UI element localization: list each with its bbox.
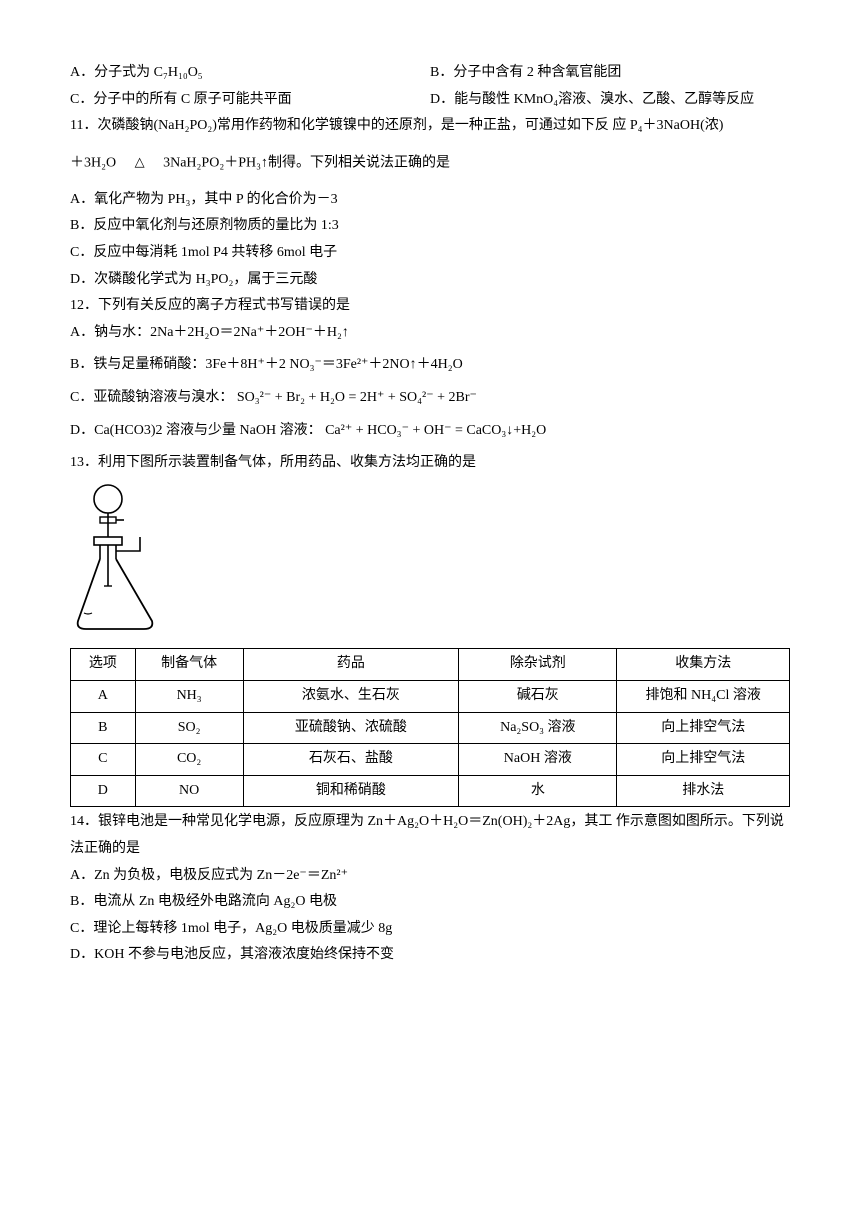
- q14-opt-a: A．Zn 为负极，电极反应式为 Zn－2e⁻＝Zn²⁺: [70, 863, 790, 890]
- q11-opt-a: A．氧化产物为 PH₃，其中 P 的化合价为－3: [70, 187, 790, 214]
- q13-table: 选项 制备气体 药品 除杂试剂 收集方法 A NH₃ 浓氨水、生石灰 碱石灰 排…: [70, 648, 790, 807]
- table-row: D NO 铜和稀硝酸 水 排水法: [71, 775, 790, 807]
- table-header-row: 选项 制备气体 药品 除杂试剂 收集方法: [71, 649, 790, 681]
- q11-stem-line2: ＋3H₂O △ 3NaH₂PO₂＋PH₃↑制得。下列相关说法正确的是: [70, 150, 790, 177]
- q10-options: A．分子式为 C₇H₁₀O₅ B．分子中含有 2 种含氧官能团 C．分子中的所有…: [70, 60, 790, 113]
- cell: NH₃: [135, 681, 243, 713]
- cell: 碱石灰: [459, 681, 617, 713]
- q11-opt-b: B．反应中氧化剂与还原剂物质的量比为 1:3: [70, 213, 790, 240]
- cell: 亚硫酸钠、浓硫酸: [243, 712, 459, 744]
- q12-opt-b: B．铁与足量稀硝酸：3Fe＋8H⁺＋2 NO₃⁻＝3Fe²⁺＋2NO↑＋4H₂O: [70, 352, 790, 379]
- q12-b-eq: NO₃⁻＝3Fe²⁺＋2NO↑＋4H₂O: [289, 357, 462, 372]
- q11-opt-d: D．次磷酸化学式为 H₃PO₂，属于三元酸: [70, 267, 790, 294]
- table-row: A NH₃ 浓氨水、生石灰 碱石灰 排饱和 NH₄Cl 溶液: [71, 681, 790, 713]
- q12-d-eq: Ca²⁺ + HCO₃⁻ + OH⁻ = CaCO₃↓+H₂O: [325, 423, 546, 438]
- cell: NO: [135, 775, 243, 807]
- cell: Na₂SO₃ 溶液: [459, 712, 617, 744]
- cell: 铜和稀硝酸: [243, 775, 459, 807]
- q12-c-eq: SO₃²⁻ + Br₂ + H₂O = 2H⁺ + SO₄²⁻ + 2Br⁻: [237, 390, 477, 405]
- q12-opt-c: C．亚硫酸钠溶液与溴水： SO₃²⁻ + Br₂ + H₂O = 2H⁺ + S…: [70, 385, 790, 412]
- th-gas: 制备气体: [135, 649, 243, 681]
- cell: 向上排空气法: [617, 712, 790, 744]
- cell: B: [71, 712, 136, 744]
- table-row: B SO₂ 亚硫酸钠、浓硫酸 Na₂SO₃ 溶液 向上排空气法: [71, 712, 790, 744]
- q11-stem-2b: 3NaH₂PO₂＋PH₃↑制得。下列相关说法正确的是: [163, 155, 450, 170]
- q10-opt-d: D．能与酸性 KMnO₄溶液、溴水、乙酸、乙醇等反应: [430, 87, 790, 114]
- cell: 浓氨水、生石灰: [243, 681, 459, 713]
- q11-opt-c: C．反应中每消耗 1mol P4 共转移 6mol 电子: [70, 240, 790, 267]
- q14-opt-b: B．电流从 Zn 电极经外电路流向 Ag₂O 电极: [70, 889, 790, 916]
- th-reagent: 药品: [243, 649, 459, 681]
- q10-opt-c: C．分子中的所有 C 原子可能共平面: [70, 87, 430, 114]
- cell: 排水法: [617, 775, 790, 807]
- th-option: 选项: [71, 649, 136, 681]
- apparatus-diagram: [70, 481, 790, 647]
- cell: A: [71, 681, 136, 713]
- q12-c-label: C．亚硫酸钠溶液与溴水：: [70, 390, 233, 405]
- q12-stem: 12．下列有关反应的离子方程式书写错误的是: [70, 293, 790, 320]
- cell: NaOH 溶液: [459, 744, 617, 776]
- cell: 水: [459, 775, 617, 807]
- q14-opt-c: C．理论上每转移 1mol 电子，Ag₂O 电极质量减少 8g: [70, 916, 790, 943]
- th-collect: 收集方法: [617, 649, 790, 681]
- th-purify: 除杂试剂: [459, 649, 617, 681]
- q10-opt-b: B．分子中含有 2 种含氧官能团: [430, 60, 790, 87]
- flask-funnel-icon: [70, 481, 180, 636]
- cell: SO₂: [135, 712, 243, 744]
- q10-opt-a: A．分子式为 C₇H₁₀O₅: [70, 60, 430, 87]
- reaction-arrow-heat: △: [120, 150, 160, 177]
- cell: 向上排空气法: [617, 744, 790, 776]
- cell: C: [71, 744, 136, 776]
- q12-b-label: B．铁与足量稀硝酸：3Fe＋8H⁺＋2: [70, 357, 286, 372]
- q12-opt-d: D．Ca(HCO3)2 溶液与少量 NaOH 溶液： Ca²⁺ + HCO₃⁻ …: [70, 418, 790, 445]
- q12-opt-a: A．钠与水：2Na＋2H₂O＝2Na⁺＋2OH⁻＋H₂↑: [70, 320, 790, 347]
- cell: 石灰石、盐酸: [243, 744, 459, 776]
- q12-d-label: D．Ca(HCO3)2 溶液与少量 NaOH 溶液：: [70, 423, 322, 438]
- q13-stem: 13．利用下图所示装置制备气体，所用药品、收集方法均正确的是: [70, 450, 790, 477]
- q11-stem-2a: ＋3H₂O: [70, 155, 116, 170]
- table-row: C CO₂ 石灰石、盐酸 NaOH 溶液 向上排空气法: [71, 744, 790, 776]
- cell: 排饱和 NH₄Cl 溶液: [617, 681, 790, 713]
- q14-stem: 14．银锌电池是一种常见化学电源，反应原理为 Zn＋Ag₂O＋H₂O＝Zn(OH…: [70, 809, 790, 862]
- cell: CO₂: [135, 744, 243, 776]
- q14-opt-d: D．KOH 不参与电池反应，其溶液浓度始终保持不变: [70, 942, 790, 969]
- cell: D: [71, 775, 136, 807]
- q11-stem-line1: 11．次磷酸钠(NaH₂PO₂)常用作药物和化学镀镍中的还原剂，是一种正盐，可通…: [70, 113, 790, 140]
